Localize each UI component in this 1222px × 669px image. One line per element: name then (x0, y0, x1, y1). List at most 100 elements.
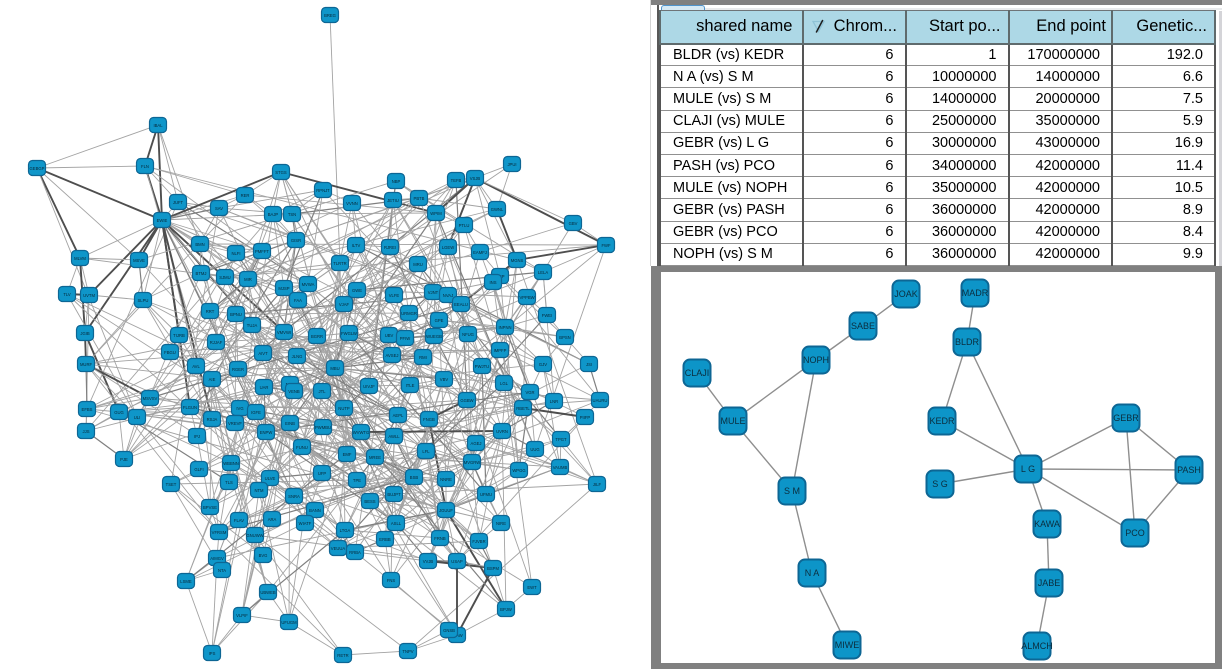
svg-text:UFMU: UFMU (480, 492, 492, 497)
svg-text:WIATF: WIATF (299, 521, 312, 526)
svg-text:MSVE: MSVE (133, 258, 145, 263)
svg-text:JSI: JSI (586, 362, 592, 367)
svg-text:BLDR: BLDR (955, 337, 980, 347)
svg-text:GWE: GWE (352, 288, 362, 293)
svg-text:VPPBW: VPPBW (519, 295, 534, 300)
svg-text:TLV: TLV (63, 292, 71, 297)
svg-text:SAV: SAV (215, 206, 223, 211)
svg-text:AIMGV: AIMGV (210, 556, 224, 561)
svg-text:VJAF: VJAF (339, 302, 350, 307)
svg-text:PFIW: PFIW (400, 336, 411, 341)
svg-text:FWEI: FWEI (542, 313, 552, 318)
svg-text:JETIU: JETIU (387, 198, 399, 203)
svg-text:FWGLW: FWGLW (341, 331, 357, 336)
svg-text:BMN: BMN (195, 242, 204, 247)
svg-text:PWJTU: PWJTU (475, 364, 489, 369)
svg-text:JABE: JABE (1038, 578, 1061, 588)
svg-text:IPJ: IPJ (194, 434, 200, 439)
svg-text:LGEW: LGEW (442, 245, 454, 250)
svg-text:S M: S M (784, 486, 800, 496)
svg-text:IVG: IVG (236, 406, 243, 411)
svg-text:BGRR: BGRR (311, 334, 323, 339)
svg-text:NTA: NTA (218, 568, 226, 573)
svg-text:BVG: BVG (259, 553, 268, 558)
svg-text:WUEGB: WUEGB (426, 334, 442, 339)
svg-text:GPE: GPE (435, 318, 444, 323)
svg-text:VFRSM: VFRSM (212, 530, 227, 535)
svg-text:MADR: MADR (962, 288, 989, 298)
svg-text:URMGR: URMGR (401, 311, 417, 316)
svg-text:NFUG: NFUG (462, 332, 474, 337)
svg-text:TNPV: TNPV (402, 649, 413, 654)
svg-text:NUTP: NUTP (338, 406, 350, 411)
svg-text:LSME: LSME (180, 579, 192, 584)
svg-text:MURF: MURF (80, 362, 93, 367)
svg-text:UIVJF: UIVJF (363, 384, 375, 389)
svg-text:AIVT: AIVT (258, 351, 268, 356)
svg-text:VBV: VBV (440, 377, 449, 382)
svg-text:MGNS: MGNS (511, 258, 524, 263)
svg-text:PWMBU: PWMBU (315, 425, 331, 430)
svg-text:UVRN: UVRN (496, 429, 508, 434)
svg-text:RER: RER (241, 193, 250, 198)
svg-text:EMF: EMF (343, 452, 352, 457)
svg-text:NNRE: NNRE (440, 477, 452, 482)
svg-text:EWT: EWT (527, 585, 537, 590)
svg-text:ERBB: ERBB (379, 537, 391, 542)
svg-text:FJVBR: FJVBR (472, 539, 485, 544)
svg-text:AVSEJ: AVSEJ (386, 353, 399, 358)
svg-text:IPS: IPS (209, 651, 216, 656)
svg-text:VLPIF: VLPIF (236, 613, 248, 618)
svg-text:MVGRW: MVGRW (464, 460, 480, 465)
svg-text:GWNL: GWNL (491, 207, 504, 212)
svg-text:USAP: USAP (451, 559, 463, 564)
svg-text:VENB: VENB (288, 389, 300, 394)
svg-text:JOAK: JOAK (894, 289, 918, 299)
svg-text:FWF: FWF (601, 243, 611, 248)
svg-text:WBBNN: WBBNN (223, 461, 239, 466)
svg-text:MBU: MBU (330, 366, 339, 371)
svg-text:GLFI: GLFI (194, 467, 203, 472)
svg-text:MJSP: MJSP (278, 286, 289, 291)
svg-text:EAMFJ: EAMFJ (473, 250, 487, 255)
svg-text:UVTM: UVTM (83, 293, 95, 298)
svg-text:SABE: SABE (851, 321, 875, 331)
svg-text:RGER: RGER (232, 367, 244, 372)
svg-text:ILTV: ILTV (352, 243, 361, 248)
svg-text:GEBGP: GEBGP (30, 166, 45, 171)
svg-text:NVAJ: NVAJ (443, 293, 453, 298)
svg-text:L G: L G (1021, 464, 1035, 474)
svg-text:BTMJ: BTMJ (196, 271, 207, 276)
svg-text:LGL: LGL (500, 381, 509, 386)
svg-text:JGUUF: JGUUF (439, 508, 453, 513)
svg-text:JUFT: JUFT (173, 200, 184, 205)
svg-text:PBTB: PBTB (414, 196, 425, 201)
svg-text:MIWE: MIWE (835, 640, 860, 650)
svg-text:ULVE: ULVE (265, 476, 276, 481)
svg-text:ALMCH: ALMCH (1021, 641, 1053, 651)
svg-text:SNRA: SNRA (288, 494, 300, 499)
svg-text:AGEJ: AGEJ (471, 441, 482, 446)
svg-text:NLFI: NLFI (231, 251, 240, 256)
svg-text:BPVSE: BPVSE (203, 505, 217, 510)
svg-text:EFBS: EFBS (82, 407, 93, 412)
svg-text:GBV: GBV (569, 221, 578, 226)
svg-text:VSJB: VSJB (470, 176, 481, 181)
svg-text:VREVF: VREVF (228, 421, 242, 426)
svg-text:FUNU: FUNU (296, 445, 308, 450)
svg-text:FNS: FNS (387, 578, 396, 583)
svg-text:NBP: NBP (392, 179, 401, 184)
svg-text:FNGB: FNGB (423, 417, 435, 422)
svg-text:FBGU: FBGU (164, 350, 176, 355)
svg-text:PJE: PJE (120, 457, 128, 462)
svg-text:EWIE: EWIE (157, 218, 168, 223)
svg-text:FLN: FLN (141, 164, 149, 169)
svg-text:VGR: VGR (525, 390, 534, 395)
svg-text:GISR: GISR (291, 238, 301, 243)
svg-text:UFP: UFP (318, 471, 327, 476)
svg-text:JLNG: JLNG (292, 354, 303, 359)
svg-text:FAA: FAA (294, 298, 302, 303)
svg-text:PTLU: PTLU (459, 223, 470, 228)
svg-text:WPGG: WPGG (512, 468, 525, 473)
svg-text:AIE: AIE (209, 377, 216, 382)
